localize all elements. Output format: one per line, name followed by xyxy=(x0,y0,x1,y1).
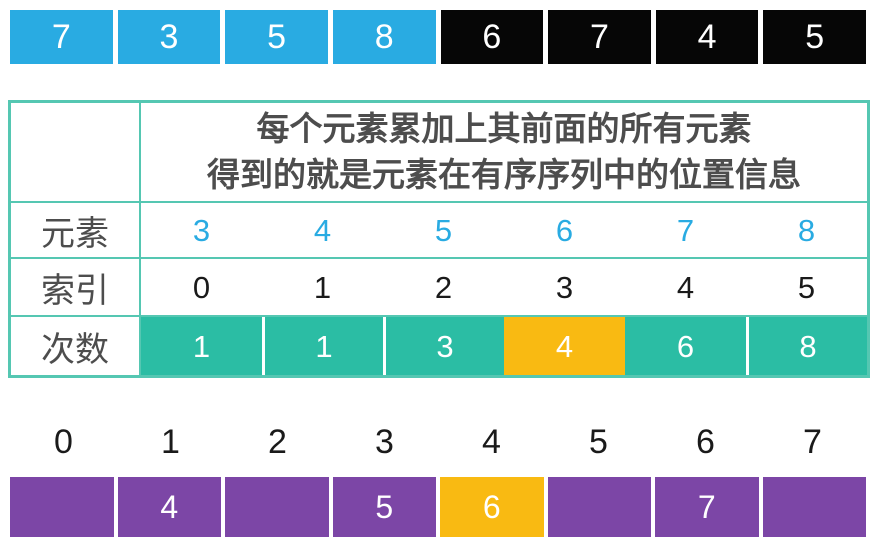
table-value-cell: 1 xyxy=(141,317,262,375)
row-label-elements: 元素 xyxy=(11,203,141,257)
input-array-cell: 8 xyxy=(332,10,436,64)
input-array-cell: 5 xyxy=(763,10,866,64)
input-array-cell: 5 xyxy=(225,10,328,64)
output-index-label: 4 xyxy=(482,422,501,461)
table-value-cell: 0 xyxy=(192,269,211,305)
table-value-cell: 5 xyxy=(797,269,816,305)
output-index-label: 3 xyxy=(375,422,394,461)
output-array-cell: 7 xyxy=(655,477,759,537)
table-value-cell: 3 xyxy=(383,317,504,375)
row-label-counts: 次数 xyxy=(11,317,141,375)
output-array-cell xyxy=(10,477,114,537)
table-header-line2: 得到的就是元素在有序序列中的位置信息 xyxy=(207,156,801,193)
input-array-cell: 6 xyxy=(440,10,544,64)
table-value-cell: 6 xyxy=(555,212,574,248)
output-array-cell: 6 xyxy=(440,477,544,537)
table-header-row: 每个元素累加上其前面的所有元素 得到的就是元素在有序序列中的位置信息 xyxy=(11,103,867,203)
table-value-cell: 4 xyxy=(504,317,625,375)
output-index-label: 5 xyxy=(589,422,608,461)
row-label-indexes: 索引 xyxy=(11,259,141,315)
table-header-line1: 每个元素累加上其前面的所有元素 xyxy=(256,110,752,148)
table-value-cell: 3 xyxy=(192,212,211,248)
table-value-cell: 3 xyxy=(555,269,574,305)
input-array-cell: 4 xyxy=(655,10,759,64)
table-value-cell: 6 xyxy=(625,317,746,375)
output-array-cell xyxy=(762,477,866,537)
output-array-cell: 4 xyxy=(117,477,221,537)
input-array-cell: 3 xyxy=(117,10,221,64)
table-value-cell: 8 xyxy=(797,212,816,248)
table-value-cell: 7 xyxy=(676,212,695,248)
table-row-elements: 元素 3 4 5 6 7 8 xyxy=(11,203,867,259)
table-value-cell: 5 xyxy=(434,212,453,248)
row-values-elements: 3 4 5 6 7 8 xyxy=(141,203,867,257)
input-array-cell: 7 xyxy=(548,10,651,64)
output-array-cell: 5 xyxy=(332,477,436,537)
table-value-cell: 2 xyxy=(434,269,453,305)
output-index-label: 6 xyxy=(696,422,715,461)
output-index-label: 7 xyxy=(803,422,822,461)
table-value-cell: 4 xyxy=(676,269,695,305)
output-index-label: 0 xyxy=(54,422,73,461)
row-values-indexes: 0 1 2 3 4 5 xyxy=(141,259,867,315)
table-value-cell: 1 xyxy=(262,317,383,375)
table-value-cell: 8 xyxy=(746,317,867,375)
output-index-row: 0 1 2 3 4 5 6 7 xyxy=(10,418,866,466)
table-row-indexes: 索引 0 1 2 3 4 5 xyxy=(11,259,867,317)
table-value-cell: 1 xyxy=(313,269,332,305)
output-index-label: 2 xyxy=(268,422,287,461)
output-array-cell xyxy=(547,477,651,537)
output-array-cell xyxy=(225,477,329,537)
output-index-label: 1 xyxy=(161,422,180,461)
table-value-cell: 4 xyxy=(313,212,332,248)
input-array-cell: 7 xyxy=(10,10,113,64)
table-header-text: 每个元素累加上其前面的所有元素 得到的就是元素在有序序列中的位置信息 xyxy=(141,103,867,201)
table-header-empty-cell xyxy=(11,103,141,201)
